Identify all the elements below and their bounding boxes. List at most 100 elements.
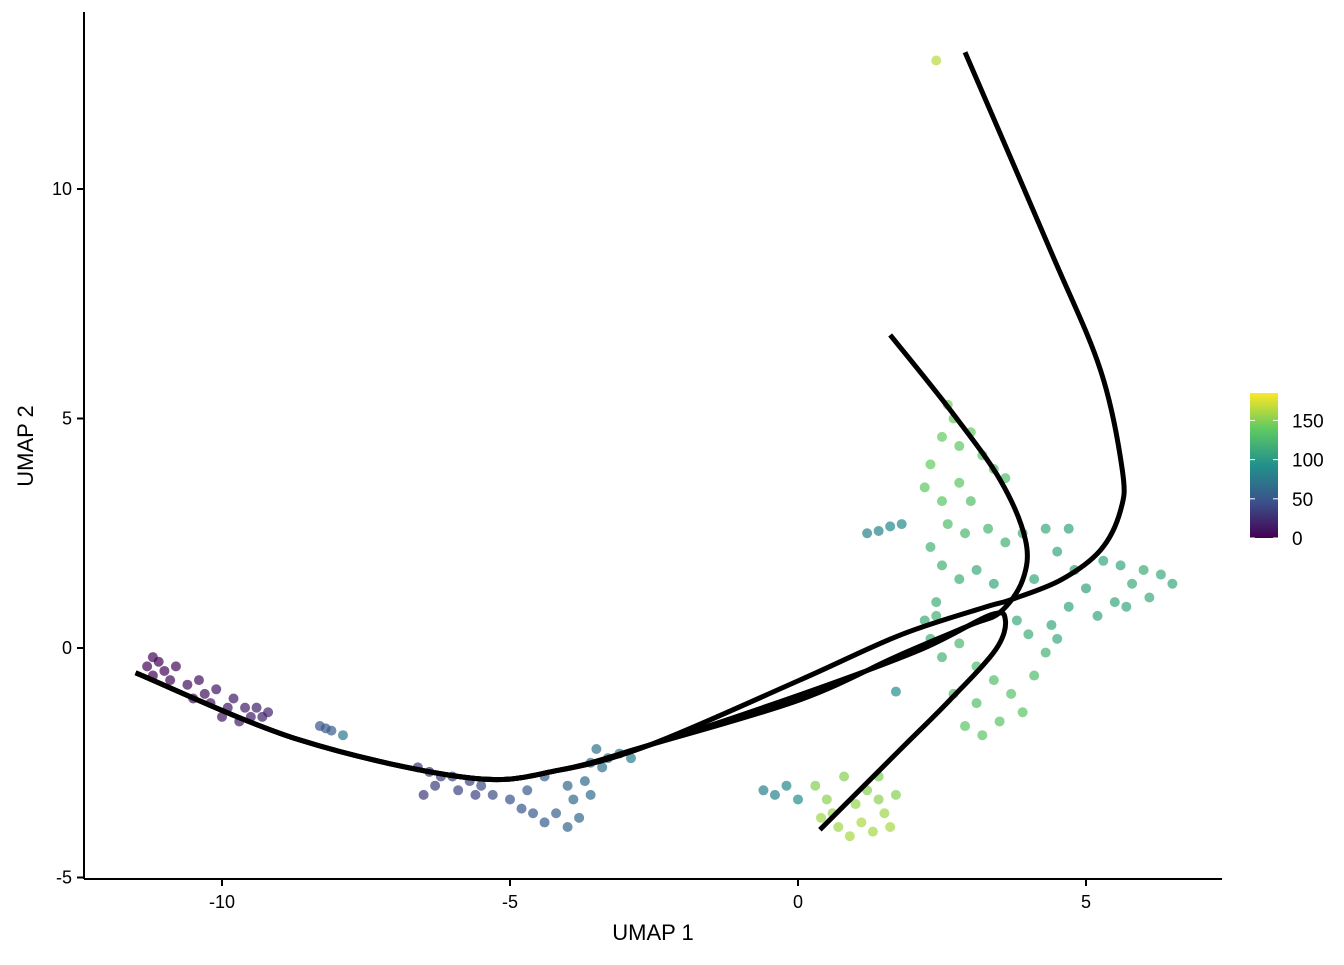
- data-point: [1127, 578, 1138, 589]
- colorbar: [1250, 393, 1278, 538]
- data-point: [793, 794, 803, 805]
- data-point: [551, 808, 562, 819]
- data-point: [1138, 564, 1149, 575]
- data-point: [862, 528, 873, 539]
- x-tick-label: -10: [209, 892, 235, 912]
- data-point: [217, 711, 227, 722]
- data-point: [1121, 601, 1132, 612]
- data-point: [568, 794, 579, 805]
- data-point: [885, 521, 896, 532]
- trajectory-curves: [134, 51, 1127, 832]
- data-point: [839, 771, 850, 782]
- data-point: [228, 693, 239, 704]
- data-point: [1155, 569, 1166, 580]
- data-point: [977, 730, 988, 741]
- data-point: [1011, 615, 1022, 626]
- data-point: [453, 785, 464, 796]
- data-point: [890, 686, 901, 697]
- data-point: [539, 817, 550, 828]
- data-point: [867, 826, 878, 837]
- data-point: [193, 675, 204, 686]
- y-tick-label: 10: [52, 179, 72, 199]
- data-point: [954, 477, 965, 488]
- data-point: [769, 789, 780, 800]
- data-point: [758, 785, 769, 796]
- y-tick-label: -5: [56, 868, 72, 888]
- colorbar-legend: 0 50 100 150: [1250, 393, 1324, 550]
- data-point: [960, 528, 971, 539]
- data-point: [873, 525, 884, 536]
- data-point: [562, 780, 573, 791]
- data-point: [833, 822, 844, 833]
- data-point: [470, 789, 481, 800]
- colorbar-tick-label: 0: [1292, 529, 1303, 550]
- data-point: [562, 822, 573, 833]
- y-axis-label: UMAP 2: [13, 405, 38, 487]
- y-tick-label: 0: [62, 638, 72, 658]
- data-point: [994, 716, 1005, 727]
- data-point: [937, 431, 947, 442]
- data-point: [810, 780, 821, 791]
- data-point: [919, 482, 930, 493]
- data-point: [879, 808, 890, 819]
- data-point: [625, 753, 636, 764]
- data-point: [1167, 578, 1178, 589]
- data-point: [960, 721, 971, 732]
- data-point: [937, 560, 947, 571]
- data-point: [1052, 633, 1063, 644]
- data-point: [591, 743, 602, 754]
- data-point: [1040, 523, 1051, 534]
- data-point: [142, 661, 153, 672]
- points-layer: [142, 55, 1178, 842]
- data-point: [528, 808, 539, 819]
- data-point: [147, 652, 158, 663]
- data-point: [476, 780, 487, 791]
- data-point: [240, 702, 251, 713]
- data-point: [931, 55, 942, 66]
- data-point: [885, 822, 896, 833]
- data-point: [954, 441, 965, 452]
- colorbar-tick-label: 50: [1292, 490, 1313, 511]
- data-point: [170, 661, 181, 672]
- data-point: [954, 638, 965, 649]
- data-point: [1040, 647, 1051, 658]
- data-point: [925, 542, 936, 553]
- data-point: [1144, 592, 1155, 603]
- data-point: [971, 564, 982, 575]
- trajectory-curve-3: [134, 610, 1009, 832]
- data-point: [487, 789, 498, 800]
- data-point: [942, 519, 953, 530]
- x-tick-label: 0: [793, 892, 803, 912]
- data-point: [850, 799, 861, 810]
- data-point: [988, 675, 999, 686]
- x-tick-label: -5: [502, 892, 518, 912]
- data-point: [983, 523, 994, 534]
- x-axis-label: UMAP 1: [612, 920, 694, 945]
- data-point: [988, 578, 999, 589]
- data-point: [1063, 601, 1074, 612]
- data-point: [337, 730, 348, 741]
- data-point: [931, 597, 942, 608]
- data-point: [251, 702, 262, 713]
- data-point: [1115, 560, 1126, 571]
- data-point: [597, 762, 608, 773]
- data-point: [1081, 583, 1091, 594]
- data-point: [579, 776, 590, 787]
- data-point: [263, 707, 274, 718]
- data-point: [937, 496, 947, 507]
- data-point: [1063, 523, 1074, 534]
- data-point: [896, 519, 907, 530]
- data-point: [821, 794, 832, 805]
- data-point: [1029, 670, 1040, 681]
- y-ticks: -5 0 5 10: [52, 179, 84, 888]
- data-point: [182, 679, 193, 690]
- data-point: [931, 610, 942, 621]
- data-point: [781, 780, 792, 791]
- data-point: [585, 789, 596, 800]
- data-point: [1023, 629, 1034, 640]
- data-point: [925, 459, 936, 470]
- data-point: [971, 698, 982, 709]
- data-point: [873, 794, 884, 805]
- data-point: [1098, 555, 1109, 566]
